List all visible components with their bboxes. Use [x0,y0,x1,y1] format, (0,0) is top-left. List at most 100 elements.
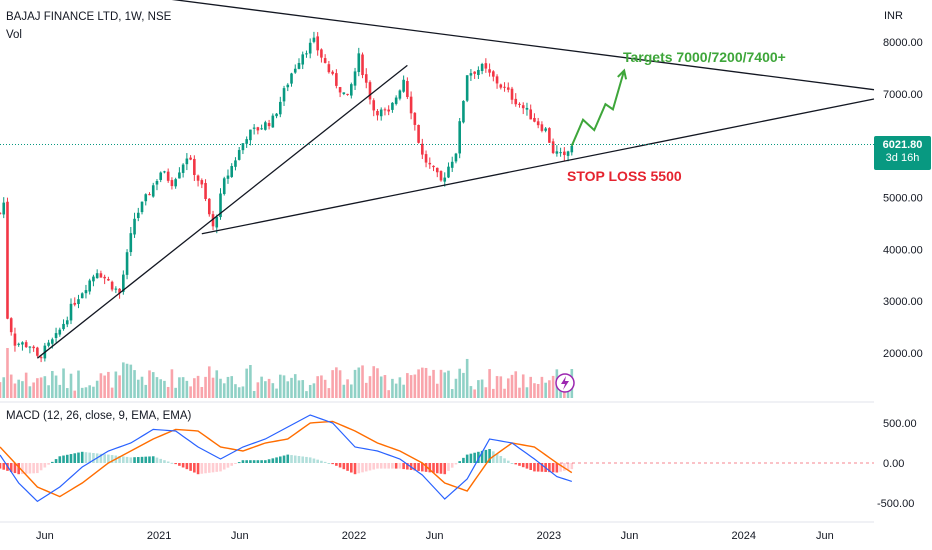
volume-bar [432,369,435,398]
macd-histogram-bar [215,463,219,472]
macd-histogram-bar [103,454,106,463]
volume-bar [58,384,62,398]
candle-body [439,170,443,181]
volume-bar [312,383,316,398]
time-tick-label: 2023 [537,530,561,542]
macd-histogram-bar [80,451,84,463]
volume-bar [125,363,129,398]
candle-body [346,93,349,95]
volume-bar [409,375,413,398]
volume-bar [39,377,43,398]
volume-bar [525,387,529,398]
volume-bar [383,375,387,398]
volume-bar [28,386,32,398]
volume-bar [204,376,207,398]
macd-histogram-bar [521,463,525,468]
volume-bar [24,372,28,398]
candle-body [133,218,136,235]
macd-histogram-bar [185,463,189,470]
candle-body [107,279,110,281]
candle-body [193,158,196,175]
macd-histogram-bar [249,460,252,463]
candle-body [510,88,514,100]
macd-histogram-bar [62,455,65,463]
candle-body [62,323,65,330]
volume-bar [548,380,551,398]
candle-body [454,153,458,162]
macd-histogram-bar [387,463,390,469]
candle-body [69,303,73,321]
macd-histogram-bar [140,456,144,463]
volume-bar [540,376,544,398]
macd-histogram-bar [424,463,428,472]
volume-bar [110,387,114,398]
volume-bar [193,378,196,398]
volume-bar [13,383,17,398]
candle-body [103,276,106,279]
candle-body [529,109,533,120]
price-tick-label: 5000.00 [883,193,923,205]
macd-histogram-bar [316,459,319,463]
macd-tick-label: 500.00 [883,418,917,430]
candle-body [473,71,476,74]
macd-histogram-bar [178,463,181,466]
volume-bar [118,375,121,398]
candle-body [65,320,69,325]
volume-bar [200,387,204,398]
volume-bar [495,376,499,398]
candle-body [122,274,125,292]
candle-body [316,36,319,51]
candle-body [148,194,151,196]
volume-bar [237,387,241,398]
volume-bar [73,390,77,398]
volume-bar [32,382,35,398]
macd-histogram-bar [21,463,24,474]
volume-bar [320,375,323,398]
candle-body [73,302,77,305]
volume-bar [207,366,211,398]
macd-pane [0,414,874,503]
macd-histogram-bar [267,459,271,463]
macd-histogram-bar [473,452,476,463]
macd-histogram-bar [454,463,458,465]
macd-histogram-bar [559,463,562,472]
stop-loss-annotation: STOP LOSS 5500 [567,168,682,184]
macd-histogram-bar [13,463,17,474]
candle-body [54,333,58,339]
candle-body [77,299,80,305]
volume-bar [435,383,439,398]
candle-body [189,157,192,160]
macd-line [0,414,572,503]
volume-bar [290,377,293,398]
macd-histogram-bar [484,449,488,463]
candle-body [219,193,222,218]
volume-bar [338,370,342,398]
macd-histogram-bar [54,459,58,463]
macd-histogram-bar [398,463,402,469]
macd-histogram-bar [529,463,533,470]
macd-histogram-bar [73,453,77,463]
macd-histogram-bar [207,463,211,473]
macd-histogram-bar [278,456,282,463]
volume-bar [278,374,282,398]
macd-histogram-bar [58,456,62,463]
price-tick-label: 3000.00 [883,296,923,308]
candle-body [84,290,88,294]
candle-body [312,37,316,42]
macd-histogram-bar [465,454,469,463]
macd-histogram-bar [518,463,521,466]
candle-body [308,42,312,54]
macd-histogram-bar [361,463,364,473]
candle-body [21,342,24,345]
candle-body [211,214,215,227]
volume-bar [69,373,73,398]
volume-bar [454,378,458,398]
candle-body [36,347,39,356]
volume-bar [484,387,488,398]
candle-body [32,346,35,349]
candle-body [551,141,555,153]
candle-body [0,212,2,214]
last-price-label: 6021.80 3d 16h [874,136,931,170]
candle-body [2,202,6,215]
